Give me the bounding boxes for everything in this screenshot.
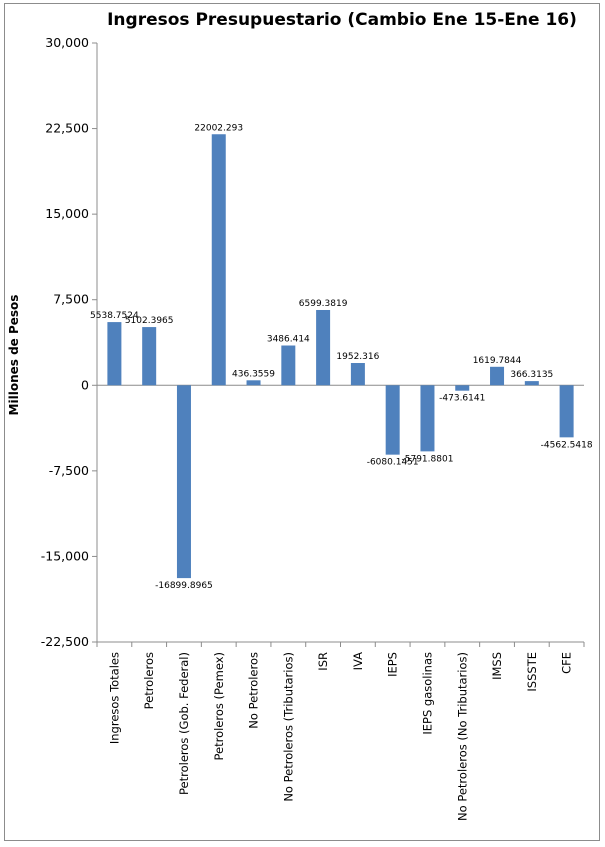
y-tick-label: 0 <box>81 377 89 392</box>
bar <box>142 327 157 386</box>
x-tick-label: IEPS gasolinas <box>420 652 434 735</box>
x-tick-label: No Petroleros <box>247 652 261 729</box>
data-label: 1952.316 <box>336 352 379 362</box>
x-tick-label: ISR <box>316 652 330 671</box>
bar <box>211 134 226 386</box>
x-tick-label: No Petroleros (No Tributarios) <box>455 652 469 821</box>
data-label: -16899.8965 <box>155 581 213 591</box>
y-tick-label: 30,000 <box>45 35 89 50</box>
x-tick-label: ISSSTE <box>525 652 539 692</box>
data-label: -4562.5418 <box>541 440 593 450</box>
y-tick-label: -15,000 <box>41 548 89 563</box>
x-tick-label: IEPS <box>386 652 400 677</box>
data-label: 436.3559 <box>232 369 275 379</box>
bar <box>559 385 574 438</box>
data-label: 22002.293 <box>194 123 243 133</box>
y-tick-label: -7,500 <box>49 463 89 478</box>
data-label: 1619.7844 <box>473 356 522 366</box>
data-label: -473.6141 <box>439 394 485 404</box>
category-labels: Ingresos Totales Petroleros Petroleros (Go… <box>107 652 573 821</box>
bar <box>420 385 435 452</box>
bar <box>524 381 539 386</box>
x-tick-label: Ingresos Totales <box>107 652 121 744</box>
x-tick-label: No Petroleros (Tributarios) <box>281 652 295 802</box>
data-label: 6599.3819 <box>299 299 348 309</box>
bar <box>455 385 470 391</box>
bar <box>281 345 296 386</box>
bar <box>385 385 400 455</box>
y-tick-label: 7,500 <box>53 292 89 307</box>
bars <box>107 134 574 579</box>
x-tick-label: Petroleros (Pemex) <box>212 652 226 761</box>
bar <box>490 366 505 386</box>
y-axis-label: Millones de Pesos <box>7 295 21 416</box>
x-tick-label: CFE <box>560 652 574 674</box>
chart-title: Ingresos Presupuestario (Cambio Ene 15-E… <box>107 10 577 30</box>
axes: 30,000 22,500 15,000 7,500 0 -7,500 -15,000 -22… <box>41 35 585 649</box>
bar <box>350 363 365 386</box>
data-label: -6080.1451 <box>367 458 419 468</box>
data-label: 366.3135 <box>510 370 553 380</box>
y-tick-label: 22,500 <box>45 121 89 136</box>
data-label: 5538.7524 <box>90 311 139 321</box>
x-tick-label: Petroleros <box>142 652 156 709</box>
bar <box>316 309 331 386</box>
x-tick-label: Petroleros (Gob. Federal) <box>177 652 191 795</box>
data-label: 3486.414 <box>267 335 310 345</box>
chart-frame <box>4 3 600 841</box>
bar <box>107 322 122 386</box>
y-tick-label: -22,500 <box>41 634 89 649</box>
x-tick-label: IVA <box>351 652 365 671</box>
bar <box>176 385 191 579</box>
bar <box>246 380 261 386</box>
data-label: -5791.8801 <box>402 454 454 464</box>
x-tick-label: IMSS <box>490 652 504 680</box>
data-label: 5102.3965 <box>125 316 174 326</box>
y-tick-label: 15,000 <box>45 206 89 221</box>
